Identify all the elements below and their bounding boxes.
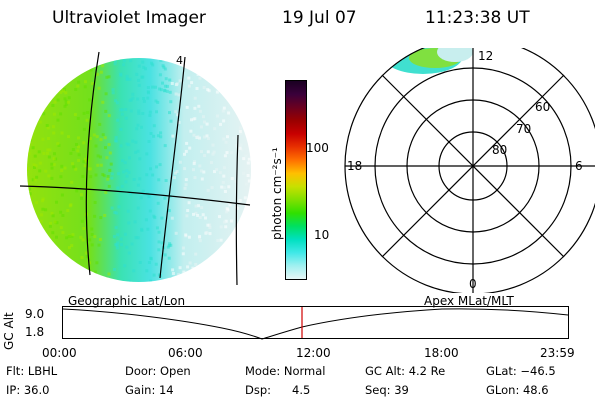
mode-info: Mode: Normal bbox=[245, 364, 326, 378]
glon-info: GLon: 48.6 bbox=[486, 383, 549, 397]
colorbar-tick-10: 10 bbox=[314, 228, 330, 242]
gc-alt-info: GC Alt: 4.2 Re bbox=[365, 364, 446, 378]
ip-info: IP: 36.0 bbox=[6, 383, 50, 397]
colorbar-label: photon cm⁻²s⁻¹ bbox=[270, 147, 284, 240]
orbit-ytick-1-8: 1.8 bbox=[25, 325, 45, 339]
apex-panel-label: Apex MLat/MLT bbox=[424, 294, 514, 308]
geographic-image: 4 bbox=[19, 51, 251, 286]
orbit-xtick-0600: 06:00 bbox=[168, 346, 203, 360]
mlat-label-70: 70 bbox=[516, 122, 531, 136]
orbit-xtick-0000: 00:00 bbox=[42, 346, 77, 360]
colorbar-tick-100: 100 bbox=[306, 141, 329, 155]
dsp-value: 4.5 bbox=[292, 383, 311, 397]
mlt-label-18: 18 bbox=[347, 159, 362, 173]
mlt-label-12: 12 bbox=[478, 49, 493, 63]
mlat-label-80: 80 bbox=[492, 143, 507, 157]
lat-lon-grid bbox=[19, 51, 251, 286]
altitude-curve bbox=[62, 308, 569, 340]
mlat-label-60: 60 bbox=[535, 100, 550, 114]
orbit-xtick-1200: 12:00 bbox=[296, 346, 331, 360]
seq-info: Seq: 39 bbox=[365, 383, 409, 397]
filter-info: Flt: LBHL bbox=[6, 364, 58, 378]
meridian-label: 4 bbox=[176, 54, 183, 67]
image-time: 11:23:38 UT bbox=[425, 8, 530, 28]
orbit-xtick-2359: 23:59 bbox=[540, 346, 575, 360]
polar-plot: 12 18 6 0 60 70 80 bbox=[344, 48, 595, 293]
polar-grid bbox=[344, 48, 595, 293]
orbit-ylabel: GC Alt bbox=[2, 312, 16, 350]
imager-title: Ultraviolet Imager bbox=[52, 8, 206, 28]
orbit-xtick-1800: 18:00 bbox=[424, 346, 459, 360]
orbit-altitude-plot bbox=[62, 306, 569, 340]
orbit-ytick-9: 9.0 bbox=[25, 307, 45, 321]
gain-info: Gain: 14 bbox=[125, 383, 174, 397]
glat-info: GLat: −46.5 bbox=[486, 364, 556, 378]
mlt-label-6: 6 bbox=[575, 159, 583, 173]
dsp-label: Dsp: bbox=[245, 383, 272, 397]
mlt-label-0: 0 bbox=[469, 277, 477, 291]
door-info: Door: Open bbox=[125, 364, 191, 378]
geographic-panel-label: Geographic Lat/Lon bbox=[68, 294, 186, 308]
image-date: 19 Jul 07 bbox=[282, 8, 357, 28]
color-scale bbox=[285, 80, 307, 280]
